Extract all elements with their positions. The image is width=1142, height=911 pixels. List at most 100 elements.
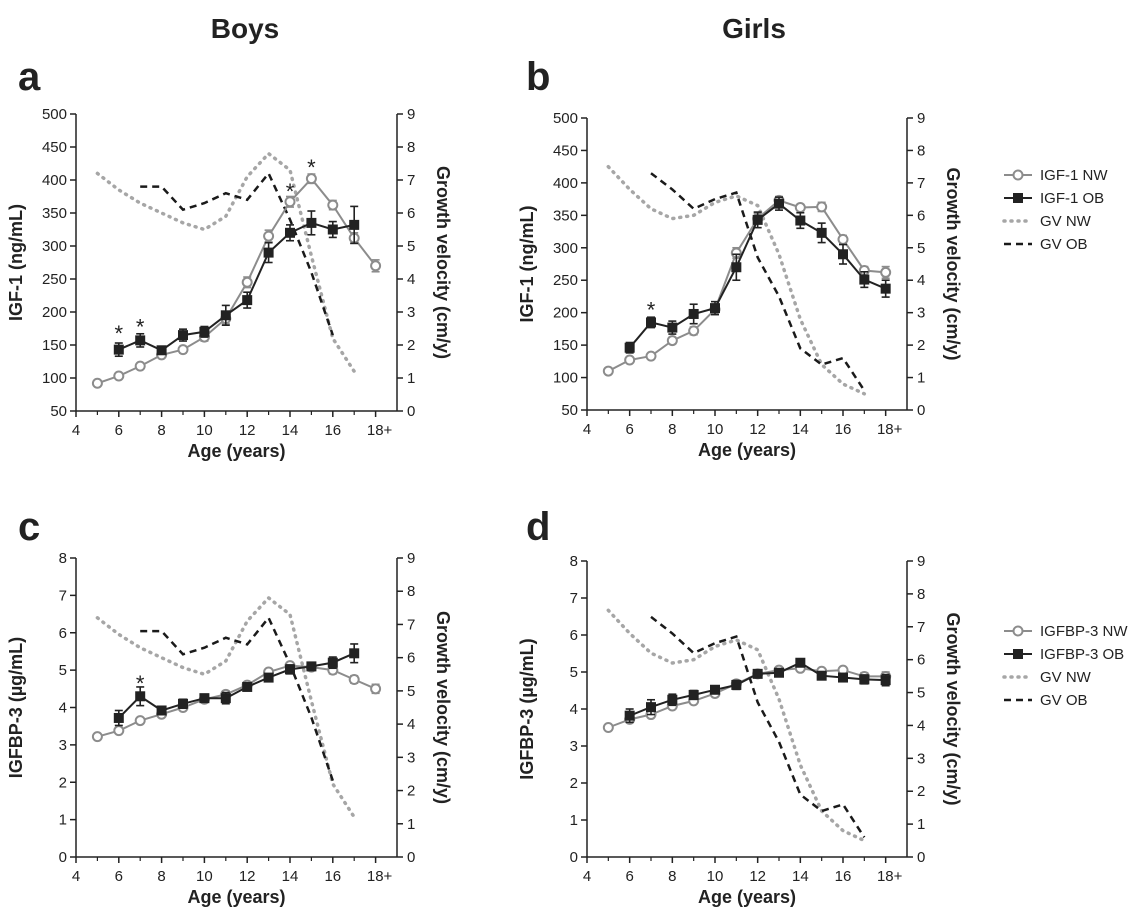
data-point <box>242 681 253 692</box>
y-tick-label: 300 <box>42 238 67 255</box>
x-tick-label: 14 <box>282 868 299 885</box>
legend-label: GV OB <box>1040 236 1088 253</box>
column-title-boys: Boys <box>211 13 279 44</box>
data-point <box>263 247 274 258</box>
y2-tick-label: 6 <box>407 650 415 667</box>
y-tick-label: 2 <box>59 774 67 791</box>
data-point <box>752 214 763 225</box>
data-point <box>688 308 699 319</box>
data-point <box>688 689 699 700</box>
y2-tick-label: 3 <box>917 750 925 767</box>
chart-panels: a4 6 8 10 12 14 16 18+5010015020025030035040045… <box>6 55 963 907</box>
legend-label: GV NW <box>1040 213 1092 230</box>
y2-tick-label: 7 <box>917 175 925 192</box>
y-tick-label: 1 <box>570 812 578 829</box>
data-point <box>327 199 339 211</box>
data-point <box>241 276 253 288</box>
y-axis-label: IGF-1 (ng/mL) <box>6 204 26 321</box>
x-tick-label: 10 <box>707 868 724 885</box>
panel-b: b4 6 8 10 12 14 16 18+5010015020025030035040045… <box>517 55 963 460</box>
y-tick-label: 150 <box>42 337 67 354</box>
y2-tick-label: 1 <box>407 816 415 833</box>
x-tick-label: 8 <box>668 421 676 438</box>
y-axis-label: IGFBP-3 (µg/mL) <box>6 637 26 778</box>
significance-marker: * <box>136 315 145 340</box>
y2-tick-label: 0 <box>407 403 415 420</box>
legend-label: IGFBP-3 OB <box>1040 646 1124 663</box>
y2-tick-label: 9 <box>407 106 415 123</box>
data-point <box>91 377 103 389</box>
significance-marker: * <box>115 321 124 346</box>
y-tick-label: 6 <box>59 625 67 642</box>
legend-entry: GV NW <box>1002 669 1092 686</box>
data-point <box>113 370 125 382</box>
data-point <box>688 325 700 337</box>
series-line <box>606 164 867 396</box>
data-point <box>370 683 382 695</box>
y2-axis-label: Growth velocity (cm/y) <box>433 166 453 359</box>
legend: IGFBP-3 NW IGFBP-3 OB GV NW GV OB <box>1002 623 1128 709</box>
data-point <box>602 722 614 733</box>
y2-tick-label: 4 <box>917 272 925 289</box>
x-tick-label: 16 <box>835 421 852 438</box>
data-point <box>645 350 657 362</box>
data-point <box>774 667 784 678</box>
y2-tick-label: 1 <box>407 370 415 387</box>
data-point <box>113 344 124 355</box>
y2-tick-label: 1 <box>917 816 925 833</box>
data-point <box>880 283 891 294</box>
y-tick-label: 100 <box>553 370 578 387</box>
legend-marker <box>1013 649 1023 659</box>
y2-tick-label: 9 <box>917 553 925 570</box>
data-point <box>285 227 295 238</box>
y2-tick-label: 4 <box>917 717 925 734</box>
y2-tick-label: 5 <box>407 238 415 255</box>
y2-tick-label: 0 <box>917 402 925 419</box>
axes <box>586 561 908 858</box>
significance-marker: * <box>307 155 316 180</box>
x-tick-label: 10 <box>196 422 213 439</box>
y-tick-label: 8 <box>570 553 578 570</box>
data-point <box>774 198 784 209</box>
panel-letter: b <box>526 55 550 99</box>
y-axis-label: IGF-1 (ng/mL) <box>517 206 537 323</box>
data-point <box>349 648 360 659</box>
legend-label: IGF-1 NW <box>1040 167 1108 184</box>
x-tick-label: 16 <box>324 422 341 439</box>
x-tick-label: 14 <box>792 421 809 438</box>
data-point <box>666 335 678 347</box>
y-tick-label: 200 <box>42 304 67 321</box>
significance-marker: * <box>286 179 295 204</box>
x-tick-label: 14 <box>282 422 299 439</box>
y-tick-label: 400 <box>553 175 578 192</box>
data-point <box>624 354 636 366</box>
legend-entry: GV OB <box>1004 692 1088 709</box>
data-point <box>113 712 124 723</box>
legend-entry: IGF-1 NW <box>1004 167 1108 184</box>
y2-tick-label: 8 <box>917 142 925 159</box>
data-point <box>710 684 720 695</box>
y2-axis-label: Growth velocity (cm/y) <box>433 611 453 804</box>
y-tick-label: 500 <box>553 110 578 127</box>
y2-tick-label: 9 <box>407 550 415 567</box>
data-point <box>731 262 742 273</box>
legend-label: GV NW <box>1040 669 1092 686</box>
x-tick-label: 4 <box>583 421 591 438</box>
x-tick-label: 6 <box>115 422 123 439</box>
data-point <box>220 693 231 704</box>
x-axis-label: Age (years) <box>698 440 796 460</box>
y2-axis-label: Growth velocity (cm/y) <box>943 167 963 360</box>
series-igf-1-ob <box>113 205 360 358</box>
legend-entry: GV OB <box>1004 236 1088 253</box>
legend-entry: IGF-1 OB <box>1004 190 1104 207</box>
x-tick-label: 18+ <box>877 421 903 438</box>
data-point <box>667 322 678 333</box>
y-tick-label: 0 <box>59 849 67 866</box>
x-tick-label: 8 <box>668 868 676 885</box>
legend-marker <box>1012 625 1024 637</box>
y2-tick-label: 5 <box>917 685 925 702</box>
y-tick-label: 7 <box>570 590 578 607</box>
data-point <box>646 702 656 713</box>
data-point <box>285 664 295 675</box>
y-tick-label: 50 <box>561 402 578 419</box>
